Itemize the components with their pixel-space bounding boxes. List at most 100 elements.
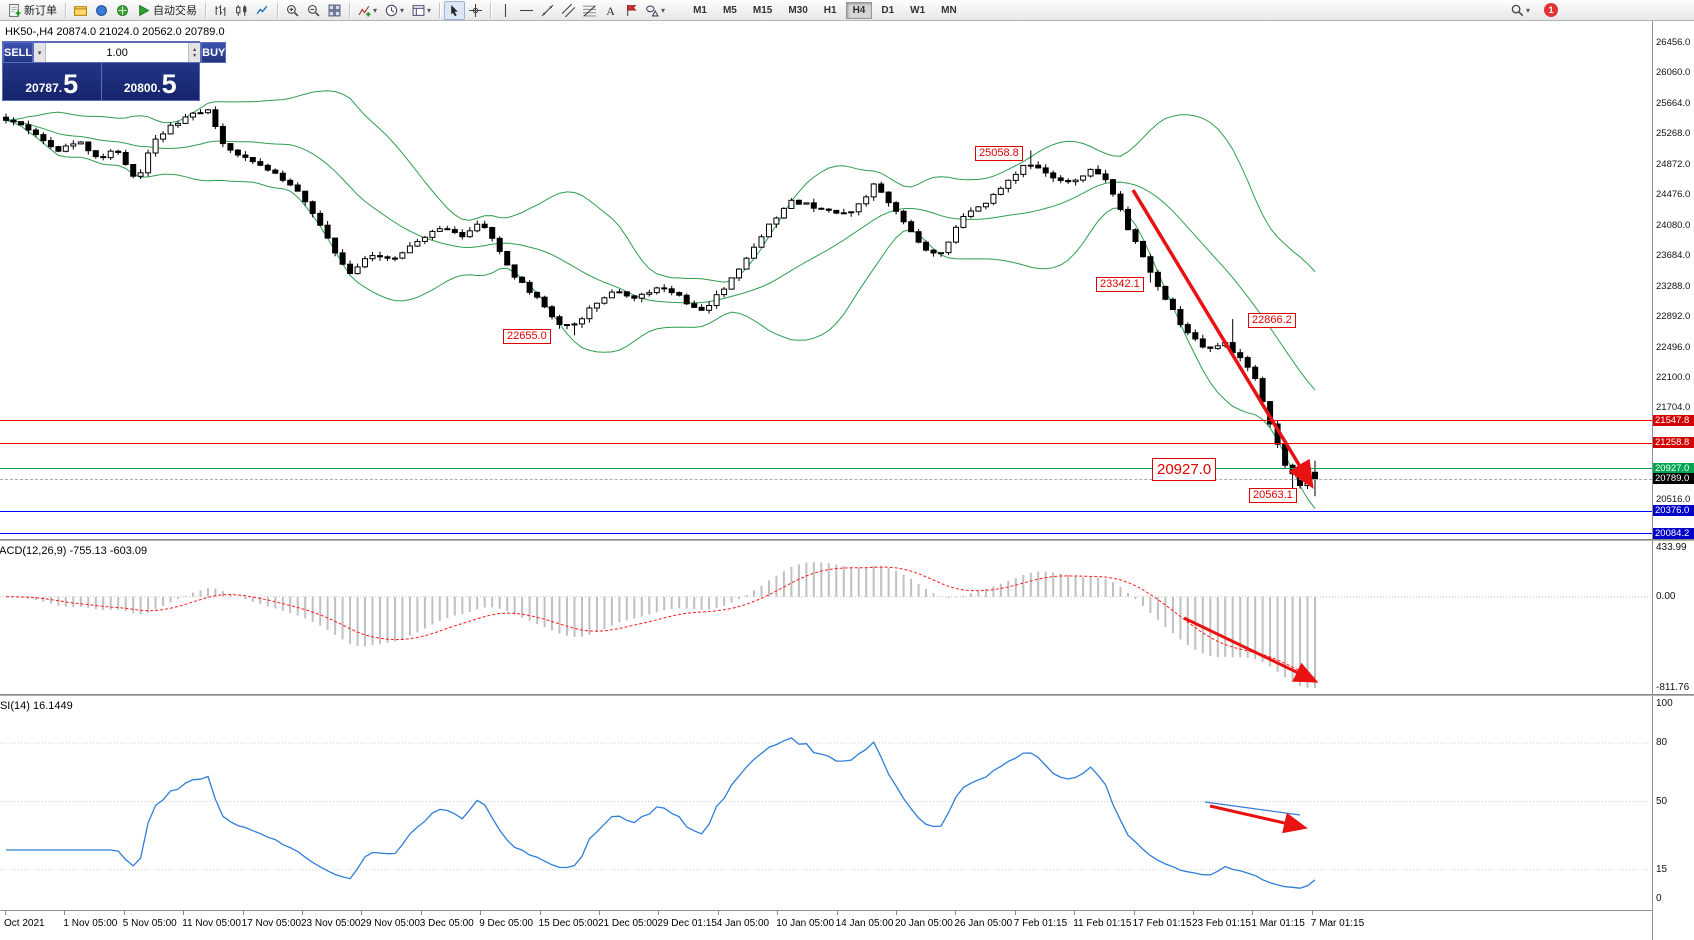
price-annotation[interactable]: 23342.1 (1096, 277, 1144, 292)
zoom-out-button[interactable] (303, 1, 324, 20)
sell-button[interactable]: SELL (3, 42, 34, 63)
fibonacci-tool-button[interactable] (579, 1, 600, 20)
rsi-scale-tick: 100 (1656, 698, 1673, 709)
rsi-panel[interactable]: RSI(14) 16.1449 (0, 696, 1652, 910)
time-label: 26 Jan 05:00 (954, 918, 1013, 929)
indicator-icon (358, 4, 371, 17)
timeframe-d1-button[interactable]: D1 (881, 4, 895, 16)
toolbar: 新订单 自动交易 ▾ ▾ ▾ A ▾ M1 M5 M15 M30 H1 H4 D1 W1 MN ▾ 1 (0, 0, 1694, 21)
channel-tool-button[interactable] (558, 1, 579, 20)
market-watch-button[interactable] (91, 1, 112, 20)
time-tick (242, 911, 244, 915)
label-tool-button[interactable] (621, 1, 642, 20)
dropdown-caret-icon: ▾ (661, 5, 666, 15)
navigator-button[interactable] (112, 1, 133, 20)
play-icon (137, 4, 150, 17)
line-chart-mode-button[interactable] (252, 1, 273, 20)
auto-trading-button[interactable]: 自动交易 (133, 1, 201, 20)
spin-up-icon[interactable]: ▴ (193, 46, 197, 53)
price-tick: 25664.0 (1656, 97, 1691, 109)
rsi-chart[interactable] (0, 696, 1652, 910)
volume-dropdown-icon[interactable]: ▾ (34, 43, 47, 62)
timeframe-m15-button[interactable]: M15 (752, 4, 773, 16)
volume-input[interactable] (46, 43, 189, 62)
cursor-tool-button[interactable] (444, 0, 466, 20)
one-click-trading-panel: SELL ▾ ▴▾ BUY 20787.5 20800.5 (2, 41, 227, 101)
zoomin-icon (286, 4, 299, 17)
time-label: 11 Nov 05:00 (182, 918, 241, 929)
time-tick (64, 911, 66, 915)
timeframe-m5-button[interactable]: M5 (722, 4, 737, 16)
price-annotation[interactable]: 20563.1 (1249, 488, 1297, 503)
buy-button[interactable]: BUY (201, 42, 227, 63)
timeframe-m30-button[interactable]: M30 (788, 4, 808, 16)
panel-splitter[interactable] (0, 694, 1694, 696)
horizontal-line-tool-button[interactable] (516, 1, 537, 20)
timeframe-w1-button[interactable]: W1 (910, 4, 926, 16)
tile-windows-button[interactable] (324, 1, 345, 20)
main-chart-panel[interactable]: HK50-,H4 20874.0 21024.0 20562.0 20789.0… (0, 21, 1652, 539)
timeframe-mn-button[interactable]: MN (941, 4, 957, 16)
horizontal-level-line[interactable] (0, 468, 1652, 470)
auto-trading-label: 自动交易 (153, 5, 197, 17)
time-label: 29 Dec 01:15 (657, 918, 717, 929)
price-annotation[interactable]: 22655.0 (503, 329, 551, 344)
chart-profiles-button[interactable] (70, 1, 91, 20)
price-annotation[interactable]: 25058.8 (975, 146, 1023, 161)
price-annotation[interactable]: 20927.0 (1152, 458, 1217, 481)
time-axis[interactable]: Oct 2021 1 Nov 05:00 5 Nov 05:00 11 Nov 05:… (0, 910, 1652, 940)
time-tick (1193, 911, 1194, 915)
horizontal-level-line[interactable] (0, 478, 1652, 480)
indicators-button[interactable]: ▾ (354, 1, 381, 20)
periods-button[interactable]: ▾ (381, 1, 408, 20)
bar-chart-mode-button[interactable] (210, 1, 231, 20)
candlestick-mode-button[interactable] (231, 1, 252, 20)
new-order-button[interactable]: 新订单 (4, 1, 61, 20)
textA-icon: A (604, 4, 617, 17)
time-tick (1252, 911, 1254, 915)
cross-icon (469, 3, 483, 17)
search-button[interactable]: ▾ (1507, 1, 1534, 20)
crosshair-tool-button[interactable] (465, 1, 486, 20)
timeframe-m1-button[interactable]: M1 (693, 4, 707, 16)
buy-price-main: 20800. (123, 81, 161, 95)
time-label: 10 Jan 05:00 (776, 918, 835, 929)
horizontal-level-line[interactable] (0, 510, 1652, 512)
time-tick (658, 911, 660, 915)
clock-icon (385, 4, 398, 17)
price-tick: 26456.0 (1656, 37, 1691, 48)
templates-button[interactable]: ▾ (408, 1, 435, 20)
toolbar-separator (490, 2, 492, 18)
text-tool-button[interactable]: A (600, 1, 621, 20)
horizontal-level-line[interactable] (0, 442, 1652, 444)
price-annotation[interactable]: 22866.2 (1248, 313, 1296, 328)
time-label: 5 Nov 05:00 (122, 918, 177, 929)
fibo-icon (583, 4, 597, 17)
vertical-line-tool-button[interactable] (495, 1, 516, 20)
price-badge: 20789.0 (1653, 473, 1694, 485)
zoom-in-button[interactable] (282, 1, 303, 20)
trendline-tool-button[interactable] (537, 1, 558, 20)
volume-spinner[interactable]: ▴ ▾ (188, 43, 201, 62)
time-tick (1133, 911, 1135, 915)
timeframe-h4-button[interactable]: H4 (845, 1, 873, 19)
volume-field[interactable]: ▾ ▴▾ (33, 42, 202, 63)
spin-down-icon[interactable]: ▾ (193, 52, 197, 59)
channel-icon (562, 3, 576, 17)
macd-panel[interactable]: MACD(12,26,9) -755.13 -603.09 (0, 541, 1652, 694)
shapes-tool-button[interactable]: ▾ (642, 1, 669, 20)
timeframe-h1-button[interactable]: H1 (823, 4, 837, 16)
rsi-scale-tick: 0 (1656, 893, 1662, 904)
panel-splitter[interactable] (0, 539, 1694, 541)
toolbar-right: ▾ 1 (1507, 1, 1558, 20)
time-tick (896, 911, 897, 915)
horizontal-level-line[interactable] (0, 420, 1652, 422)
notification-badge[interactable]: 1 (1544, 3, 1558, 17)
horizontal-level-line[interactable] (0, 533, 1652, 534)
price-scale[interactable]: 26456.0 26060.0 25664.0 25268.0 24872.0 24476… (1652, 21, 1694, 940)
time-label: Oct 2021 (4, 918, 45, 929)
price-tick: 24872.0 (1656, 158, 1691, 170)
price-tick: 25268.0 (1656, 128, 1691, 140)
macd-chart[interactable] (0, 541, 1652, 694)
time-tick (717, 911, 719, 915)
